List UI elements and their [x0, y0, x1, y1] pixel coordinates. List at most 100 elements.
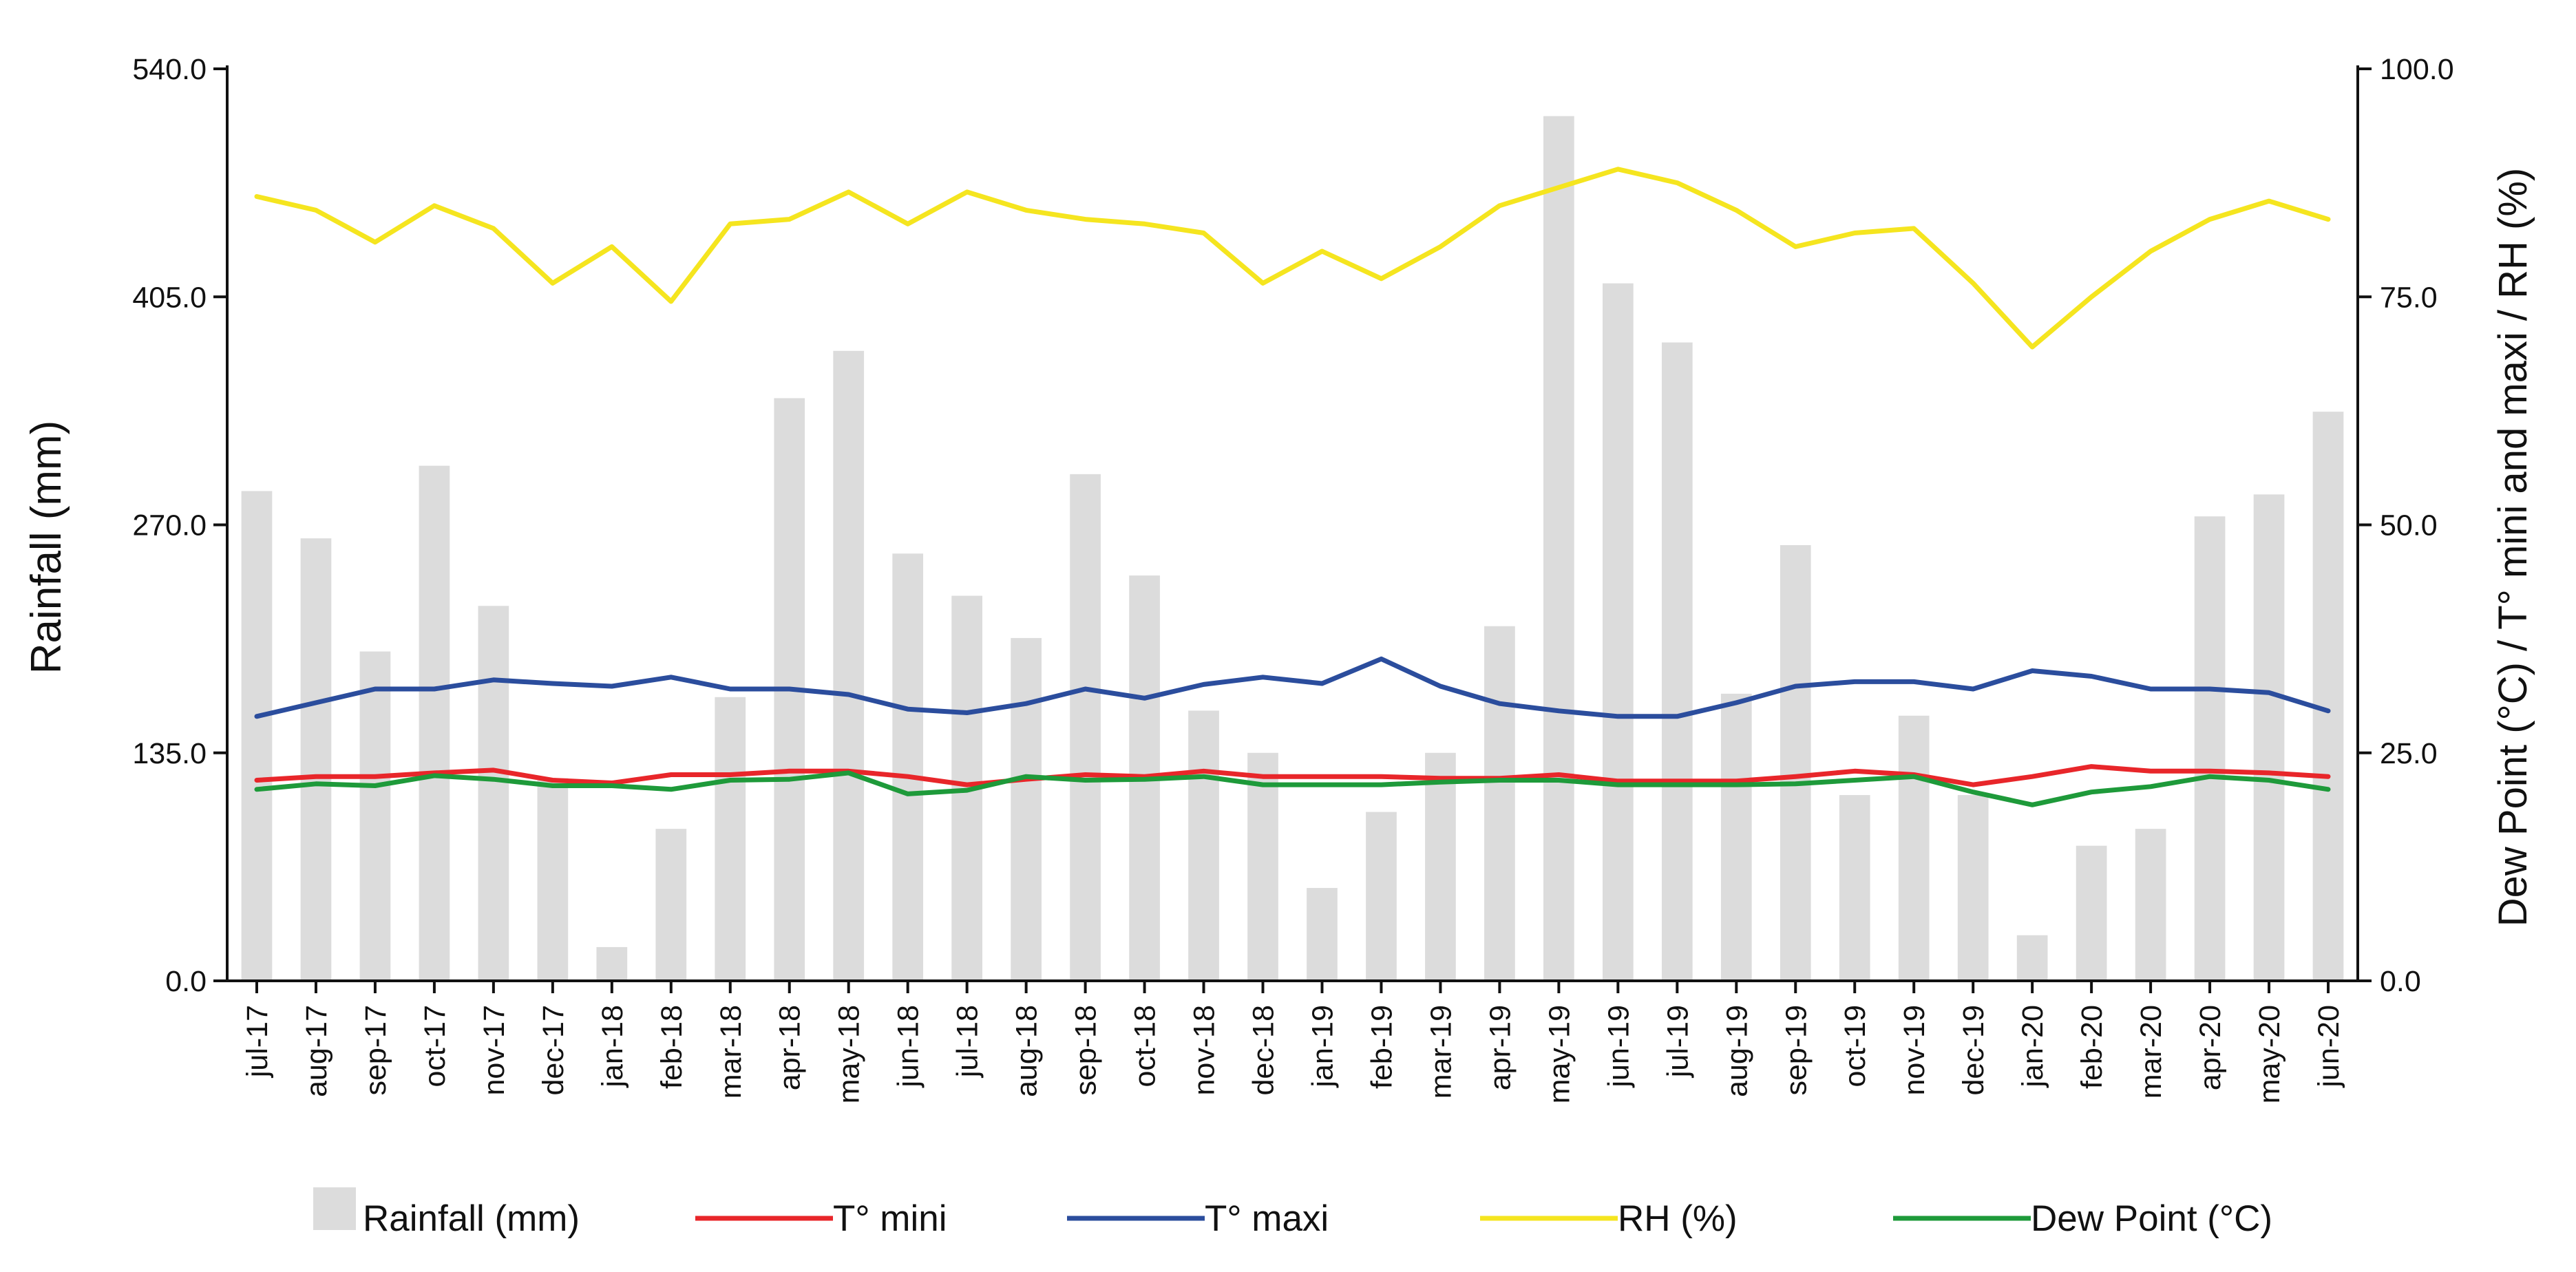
rainfall-bar-sep-18 [1070, 474, 1101, 981]
rainfall-bar-oct-17 [419, 465, 450, 981]
rainfall-bar-jun-19 [1602, 283, 1634, 981]
y-tick-label-left: 405.0 [132, 281, 207, 314]
line-rh [254, 167, 2331, 350]
y-tick-label-right: 75.0 [2380, 281, 2438, 314]
x-tick-label: may-19 [1543, 1005, 1576, 1103]
x-tick-label: mar-18 [715, 1005, 748, 1099]
y-tick-label-left: 540.0 [132, 53, 207, 86]
x-tick-labels: jul-17 aug-17 sep-17 oct-17 nov-17 dec-17 jan-… [241, 1005, 2345, 1103]
x-tick-label: aug-17 [300, 1005, 333, 1097]
x-tick-label: dec-17 [537, 1005, 570, 1095]
y-axis-title-left: Rainfall (mm) [23, 421, 70, 675]
legend-label: T° maxi [1205, 1198, 1329, 1239]
rainfall-bar-jul-17 [241, 491, 273, 981]
x-tick-label: jan-19 [1307, 1005, 1340, 1089]
x-tick-label: aug-18 [1011, 1005, 1044, 1097]
rainfall-bar-jun-18 [892, 553, 924, 981]
legend-swatch [313, 1187, 356, 1230]
legend-label: RH (%) [1618, 1198, 1738, 1239]
rainfall-bar-mar-19 [1425, 752, 1456, 981]
x-tick-label: nov-19 [1898, 1005, 1931, 1095]
line-t-maxi [254, 656, 2331, 719]
x-tick-label: aug-19 [1720, 1005, 1753, 1097]
rainfall-bar-sep-19 [1780, 544, 1811, 981]
legend-item-dew-point-c: Dew Point (°C) [1893, 1198, 2272, 1239]
rainfall-bar-jan-19 [1307, 888, 1338, 981]
axes: 0.0 135.0 270.0 405.0 540.0 0.0 25.0 50.0 75.0 10… [132, 53, 2453, 998]
x-tick-label: dec-18 [1247, 1005, 1280, 1095]
x-tick-label: apr-20 [2194, 1005, 2227, 1090]
rainfall-bar-mar-18 [715, 697, 746, 981]
rainfall-bar-feb-20 [2076, 845, 2107, 981]
x-tick-label: jun-18 [892, 1005, 925, 1089]
rainfall-bar-apr-19 [1484, 626, 1515, 981]
x-tick-label: mar-19 [1424, 1005, 1457, 1099]
x-tick-label: feb-20 [2076, 1005, 2109, 1089]
x-tick-label: jan-20 [2016, 1005, 2049, 1089]
x-tick-label: nov-18 [1188, 1005, 1221, 1095]
x-tick-label: jun-20 [2312, 1005, 2345, 1089]
rainfall-bar-nov-18 [1188, 710, 1219, 981]
x-tick-label: dec-19 [1957, 1005, 1990, 1095]
rainfall-bar-dec-18 [1247, 752, 1278, 981]
legend-item-t-mini: T° mini [695, 1198, 947, 1239]
y-tick-label-right: 25.0 [2380, 737, 2438, 770]
rainfall-bar-aug-18 [1011, 637, 1042, 981]
rainfall-bar-aug-19 [1720, 693, 1752, 981]
rainfall-bars [241, 116, 2344, 981]
rainfall-bar-jan-20 [2016, 935, 2048, 981]
legend-item-rh: RH (%) [1480, 1198, 1738, 1239]
rainfall-bar-sep-17 [359, 651, 391, 981]
rainfall-bar-jul-19 [1661, 342, 1693, 981]
x-tick-label: oct-18 [1129, 1005, 1162, 1088]
y-tick-label-left: 135.0 [132, 737, 207, 770]
rainfall-bar-feb-19 [1366, 812, 1397, 981]
x-tick-label: sep-18 [1070, 1005, 1103, 1095]
line-series [254, 167, 2331, 807]
legend-label: Rainfall (mm) [363, 1198, 580, 1239]
rainfall-bar-may-19 [1543, 116, 1574, 981]
y-axis-title-right: Dew Point (°C) / T° mini and maxi / RH (… [2491, 168, 2535, 926]
rainfall-bar-mar-20 [2135, 829, 2166, 981]
legend-label: Dew Point (°C) [2031, 1198, 2272, 1239]
x-tick-label: may-20 [2253, 1005, 2286, 1103]
rainfall-bar-apr-20 [2194, 516, 2226, 981]
rainfall-bar-feb-18 [655, 829, 687, 981]
y-tick-label-right: 100.0 [2380, 53, 2454, 86]
x-tick-label: apr-18 [774, 1005, 807, 1090]
line-dew-point-c [254, 770, 2331, 807]
x-tick-label: feb-18 [655, 1005, 688, 1089]
x-tick-label: jul-19 [1661, 1005, 1694, 1079]
x-tick-label: mar-20 [2135, 1005, 2168, 1099]
x-tick-label: jan-18 [596, 1005, 629, 1089]
legend-item-rainfall-mm: Rainfall (mm) [313, 1187, 580, 1239]
line-t-mini [254, 764, 2331, 787]
legend-label: T° mini [833, 1198, 947, 1239]
x-tick-label: nov-17 [478, 1005, 511, 1095]
x-tick-label: apr-19 [1484, 1005, 1517, 1090]
y-tick-label-right: 50.0 [2380, 509, 2438, 542]
x-tick-label: sep-17 [359, 1005, 392, 1095]
y-tick-label-left: 0.0 [165, 965, 207, 998]
x-tick-label: jul-17 [241, 1005, 274, 1079]
x-tick-label: oct-17 [419, 1005, 452, 1088]
rainfall-bar-jan-18 [596, 946, 628, 981]
x-tick-label: feb-19 [1366, 1005, 1399, 1089]
rainfall-bar-may-20 [2253, 494, 2285, 981]
rainfall-bar-oct-19 [1839, 795, 1870, 981]
legend-item-t-maxi: T° maxi [1067, 1198, 1329, 1239]
rainfall-bar-dec-17 [537, 778, 569, 981]
legend: Rainfall (mm) T° mini T° maxi RH (%) Dew Poi… [313, 1187, 2272, 1239]
rainfall-bar-may-18 [833, 350, 865, 981]
x-tick-label: jul-18 [951, 1005, 984, 1079]
x-tick-label: sep-19 [1780, 1005, 1813, 1095]
y-tick-label-left: 270.0 [132, 509, 207, 542]
rainfall-bar-nov-17 [478, 606, 509, 981]
rainfall-bar-nov-19 [1898, 715, 1930, 981]
y-tick-label-right: 0.0 [2380, 965, 2421, 998]
x-tick-label: jun-19 [1602, 1005, 1635, 1089]
x-tick-label: may-18 [833, 1005, 866, 1103]
rainfall-bar-dec-19 [1957, 795, 1989, 981]
